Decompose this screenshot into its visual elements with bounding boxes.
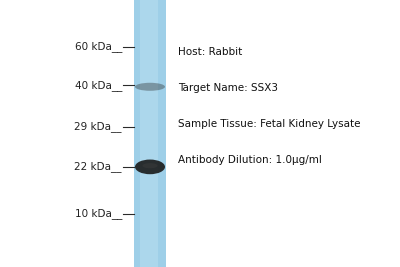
- Text: 22 kDa__: 22 kDa__: [74, 162, 122, 172]
- Text: 29 kDa__: 29 kDa__: [74, 121, 122, 132]
- Ellipse shape: [135, 83, 165, 91]
- Ellipse shape: [135, 159, 165, 174]
- Text: 10 kDa__: 10 kDa__: [75, 208, 122, 219]
- Text: Target Name: SSX3: Target Name: SSX3: [178, 83, 278, 93]
- Ellipse shape: [142, 163, 158, 168]
- Bar: [140, 0, 158, 267]
- Text: Antibody Dilution: 1.0μg/ml: Antibody Dilution: 1.0μg/ml: [178, 155, 322, 165]
- Text: Host: Rabbit: Host: Rabbit: [178, 47, 242, 57]
- Bar: [134, 0, 166, 267]
- Text: 60 kDa__: 60 kDa__: [75, 41, 122, 52]
- Text: Sample Tissue: Fetal Kidney Lysate: Sample Tissue: Fetal Kidney Lysate: [178, 119, 360, 129]
- Text: 40 kDa__: 40 kDa__: [75, 80, 122, 91]
